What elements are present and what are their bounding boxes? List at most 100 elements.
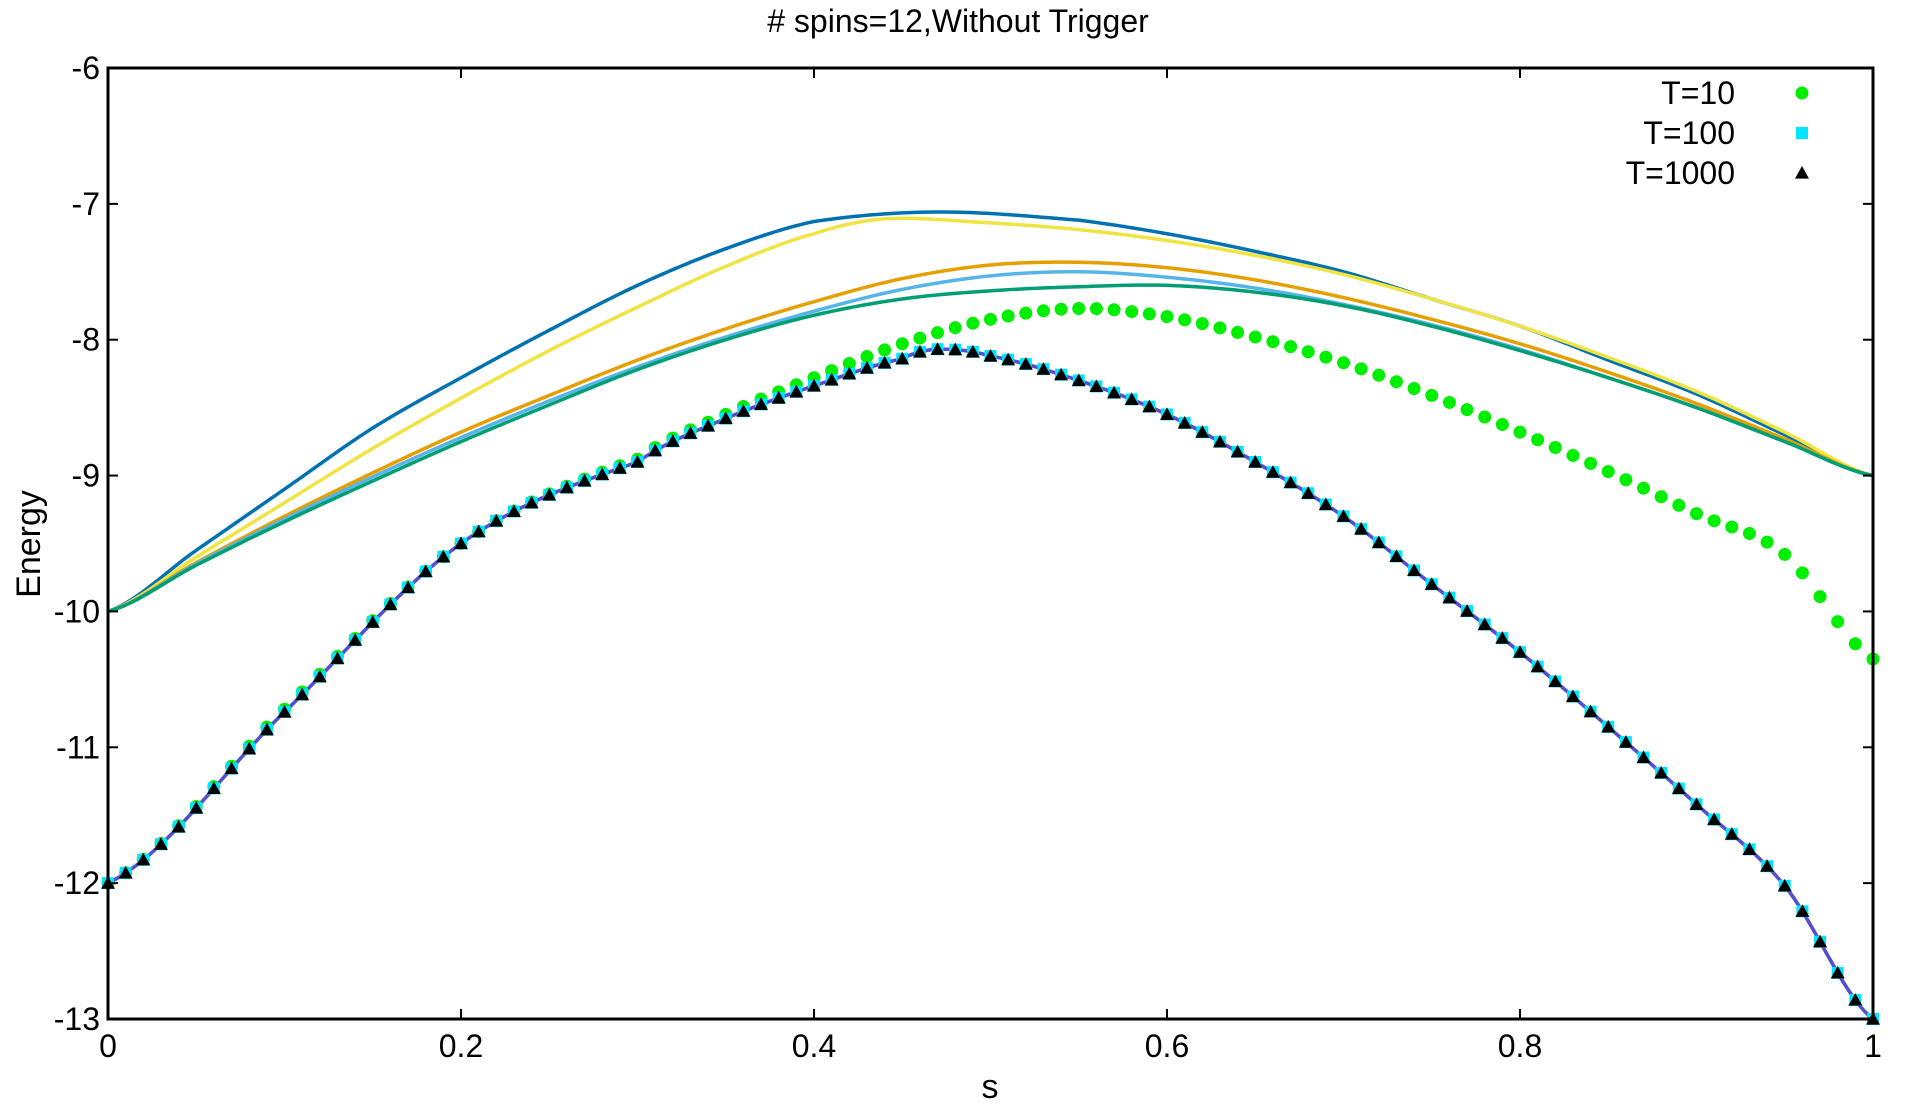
x-tick-label: 0.4	[792, 1028, 836, 1064]
series-0-point	[878, 343, 892, 357]
series-2-point	[1830, 965, 1845, 979]
series-2-point	[1724, 827, 1739, 840]
series-2-point	[542, 487, 557, 501]
series-2-point	[206, 781, 221, 795]
series-2-point	[171, 819, 186, 833]
series-2-point	[648, 443, 663, 457]
series-0-point	[913, 331, 927, 345]
series-0-point	[1089, 302, 1103, 316]
series-2-point	[1565, 689, 1580, 703]
series-0-point	[1389, 375, 1403, 389]
x-tick-label: 0.2	[439, 1028, 483, 1064]
series-0-point	[1707, 514, 1721, 528]
series-0-point	[1019, 306, 1033, 320]
series-2-point	[1601, 719, 1616, 733]
legend-marker	[1795, 166, 1809, 179]
series-0-point	[1036, 304, 1050, 318]
series-2-point	[965, 344, 980, 358]
energy-line-4	[107, 283, 1874, 614]
series-0-point	[1248, 330, 1262, 344]
series-2-point	[701, 418, 716, 432]
series-2-point	[983, 349, 998, 362]
series-2-point	[1283, 475, 1298, 489]
series-0-point	[1354, 362, 1368, 376]
series-2-point	[1636, 750, 1651, 764]
series-2-point	[1195, 425, 1210, 438]
chart-title: # spins=12,Without Trigger	[767, 3, 1149, 39]
series-2-point	[895, 351, 910, 365]
energy-line-0	[107, 210, 1874, 614]
series-2-point	[348, 633, 363, 646]
series-2-point	[1265, 465, 1280, 478]
y-tick-label: -6	[72, 50, 100, 86]
series-2-point	[1813, 934, 1828, 948]
series-0-point	[1548, 441, 1562, 455]
series-2-point	[1777, 878, 1792, 892]
series-0-point	[1001, 309, 1015, 323]
series-2-point	[824, 372, 839, 386]
series-2-point	[789, 384, 804, 398]
series-2-point	[136, 852, 151, 866]
series-2-point	[877, 355, 892, 369]
series-0-point	[1654, 490, 1668, 504]
series-2-point	[1389, 549, 1404, 563]
legend-marker	[1796, 127, 1808, 139]
series-0-point	[1195, 317, 1209, 331]
series-2-point	[506, 504, 521, 518]
series-2-point	[1001, 352, 1016, 366]
series-0-point	[1319, 350, 1333, 364]
series-0-point	[1072, 301, 1086, 315]
energy-line-2	[107, 260, 1874, 614]
series-0-point	[1584, 456, 1598, 470]
series-2-point	[683, 426, 698, 439]
series-0-point	[1513, 425, 1527, 439]
series-2-point	[1495, 631, 1510, 644]
series-0-point	[1848, 637, 1862, 651]
series-2-point	[1583, 704, 1598, 718]
x-tick-label: 0	[99, 1028, 117, 1064]
plot-frame	[106, 66, 1875, 1021]
series-2-point	[559, 480, 574, 494]
series-0-point	[984, 312, 997, 326]
series-2-point	[1301, 486, 1316, 499]
series-2-point	[630, 454, 645, 468]
series-2-point	[1054, 367, 1069, 381]
y-tick-label: -10	[54, 593, 100, 629]
series-2-point	[277, 704, 292, 718]
series-2-point	[1795, 904, 1810, 917]
series-0-point	[1442, 395, 1456, 409]
series-0-point	[1566, 448, 1580, 462]
series-0-point	[1531, 433, 1545, 447]
y-tick-label: -7	[72, 186, 100, 222]
series-0-point	[1672, 498, 1686, 512]
series-0-point	[1266, 335, 1280, 349]
series-2-point	[1089, 379, 1104, 393]
series-2-point	[1354, 522, 1369, 535]
series-0-point	[948, 321, 962, 335]
series-2-point	[1477, 617, 1492, 631]
series-2-point	[118, 865, 133, 879]
x-axis-label: s	[982, 1068, 999, 1106]
series-2-point	[1177, 415, 1192, 429]
series-2-point	[1036, 362, 1051, 375]
series-0-point	[842, 357, 856, 371]
y-tick-label: -12	[54, 865, 100, 901]
series-2-point	[1618, 735, 1633, 748]
series-0-point	[1690, 507, 1703, 521]
legend-label: T=100	[1643, 115, 1735, 151]
series-0-point	[1231, 325, 1245, 339]
legend: T=10 T=100 T=1000	[1626, 75, 1809, 191]
x-tick-label: 0.6	[1145, 1028, 1189, 1064]
series-2-point	[1848, 993, 1863, 1006]
series-2-point	[807, 378, 821, 392]
series-2-point	[524, 495, 539, 509]
series-0-point	[1637, 481, 1651, 495]
series-0-point	[1107, 303, 1121, 317]
legend-label: T=10	[1661, 75, 1735, 111]
series-2-point	[718, 411, 733, 425]
series-2-point	[1513, 645, 1527, 658]
series-0-point	[1478, 410, 1492, 424]
series-2-point	[383, 597, 398, 611]
series-0-point	[1760, 535, 1774, 549]
series-0-point	[1160, 310, 1174, 324]
